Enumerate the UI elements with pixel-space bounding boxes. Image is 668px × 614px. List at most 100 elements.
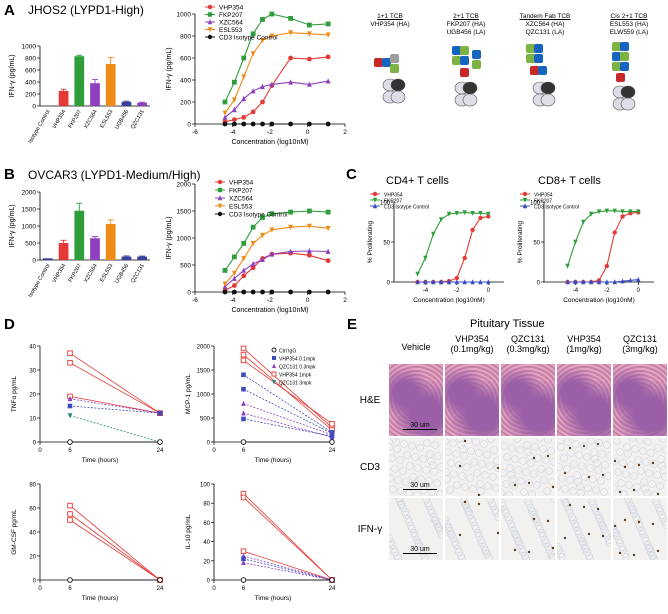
x-axis-label: Concentration (log10nM) bbox=[231, 139, 308, 146]
cell-outline bbox=[533, 518, 541, 526]
cell-outline bbox=[466, 474, 474, 482]
cell-outline bbox=[394, 476, 402, 484]
y-tick-label: 100 bbox=[200, 483, 211, 489]
legend-label-cd3-isotype-control: CD3 Isotype Control bbox=[534, 205, 579, 211]
cell-outline bbox=[517, 477, 525, 485]
positive-cell bbox=[513, 548, 517, 552]
x-tick-label-xzc564: XZC564 bbox=[83, 109, 98, 130]
cell-outline bbox=[661, 473, 667, 481]
y-tick-label: 0 bbox=[207, 441, 211, 447]
cell-outline bbox=[514, 466, 522, 474]
cell-outline bbox=[414, 539, 422, 547]
cell-outline bbox=[656, 482, 664, 490]
cell-outline bbox=[614, 468, 622, 476]
cell-outline bbox=[392, 438, 400, 446]
cell-outline bbox=[557, 546, 563, 554]
y-tick-label: 60 bbox=[203, 521, 210, 527]
cell-outline bbox=[453, 481, 461, 489]
scale-bar-cd3: 30 um bbox=[403, 482, 437, 490]
cell-outline bbox=[508, 444, 516, 452]
subject-point-24h-7 bbox=[329, 433, 335, 439]
cell-outline bbox=[570, 460, 578, 468]
histo-texture-cd3-3 bbox=[557, 438, 611, 496]
cell-outline bbox=[508, 523, 516, 531]
cell-outline bbox=[543, 487, 551, 495]
cell-outline bbox=[457, 552, 465, 560]
subject-line-4 bbox=[69, 405, 161, 414]
legend-marker-cd3-isotype-control bbox=[372, 203, 378, 209]
d-legend-label-qzc131-3mpk: QZC131 3mpk bbox=[279, 380, 312, 386]
cell-outline bbox=[524, 448, 532, 456]
cell-outline bbox=[501, 489, 505, 496]
point-esl553 bbox=[231, 97, 237, 103]
cell-outline bbox=[415, 540, 423, 548]
y-tick-label: 0 bbox=[537, 281, 541, 287]
cell-outline bbox=[501, 469, 507, 477]
cell-outline bbox=[399, 504, 407, 512]
cell-outline bbox=[492, 484, 499, 492]
y-tick-label: 50 bbox=[383, 241, 390, 247]
subject-point-24h-6 bbox=[157, 439, 163, 445]
histo-column-2-header: QZC131 (0.3mg/kg) bbox=[500, 334, 556, 354]
histo-texture-cd3-4 bbox=[613, 438, 667, 496]
cell-outline bbox=[396, 456, 404, 464]
panel-c-right-title: CD8+ T cells bbox=[538, 175, 601, 187]
cell-outline bbox=[644, 541, 652, 549]
cell-outline bbox=[648, 480, 656, 488]
positive-cell bbox=[477, 502, 481, 506]
y-tick-label: 40 bbox=[29, 345, 36, 351]
cell-outline bbox=[613, 484, 618, 492]
subject-line-5 bbox=[69, 415, 161, 443]
cell-outline bbox=[544, 543, 552, 551]
y-tick-label: 80 bbox=[29, 483, 36, 489]
cell-outline bbox=[397, 500, 405, 508]
x-tick-label: 2 bbox=[343, 129, 347, 136]
cell-outline bbox=[567, 449, 575, 457]
cell-outline bbox=[589, 500, 597, 508]
y-axis-label: IFN-γ (pg/mL) bbox=[9, 54, 16, 97]
x-tick-label-ugb456: UGB456 bbox=[114, 263, 130, 285]
cell-outline bbox=[390, 438, 398, 442]
positive-cell bbox=[532, 517, 536, 521]
y-tick-label: 200 bbox=[180, 100, 191, 107]
cell-outline bbox=[639, 447, 647, 455]
cell-outline bbox=[520, 488, 528, 496]
positive-cell bbox=[551, 485, 555, 489]
point-esl553 bbox=[222, 281, 228, 287]
point-cd3-isotype-control bbox=[269, 121, 275, 127]
subject-point-6h-0 bbox=[67, 502, 73, 509]
x-tick-label-fkp207: FKP207 bbox=[68, 109, 83, 130]
cell-outline bbox=[595, 514, 603, 522]
point-cd3-isotype-control bbox=[231, 289, 237, 295]
cell-outline bbox=[616, 448, 624, 456]
cell-outline bbox=[447, 530, 455, 538]
positive-cell bbox=[568, 503, 572, 507]
y-tick-label: 100 bbox=[380, 201, 391, 207]
legend-label-xzc564: XZC564 bbox=[229, 196, 253, 203]
cell-outline bbox=[528, 507, 536, 515]
point-cd3-isotype-control bbox=[222, 121, 228, 127]
cell-outline bbox=[445, 438, 449, 445]
point-vhp354 bbox=[325, 258, 331, 264]
x-tick-label-qzc131: QZC131 bbox=[130, 109, 146, 130]
subject-point-6h-6 bbox=[240, 577, 247, 583]
cell-outline bbox=[634, 456, 642, 464]
positive-cell bbox=[613, 524, 617, 528]
cell-outline bbox=[448, 531, 456, 539]
point-xzc564 bbox=[269, 81, 275, 87]
cell-outline bbox=[630, 509, 638, 517]
histo-image-h-e-0: 30 um bbox=[389, 364, 443, 436]
cell-outline bbox=[622, 553, 630, 560]
positive-cell bbox=[527, 481, 531, 485]
y-tick-label: 1500 bbox=[177, 209, 192, 216]
cell-outline bbox=[481, 471, 489, 479]
cell-outline bbox=[445, 523, 452, 531]
cell-outline bbox=[628, 438, 636, 442]
x-tick-label-vhp354: VHP354 bbox=[52, 263, 68, 284]
subject-point-6h-4 bbox=[241, 386, 246, 392]
point-esl553 bbox=[222, 110, 228, 116]
cell-outline bbox=[598, 521, 606, 529]
cell-outline bbox=[624, 450, 632, 458]
cell-outline bbox=[539, 532, 547, 540]
cell-outline bbox=[434, 523, 442, 531]
